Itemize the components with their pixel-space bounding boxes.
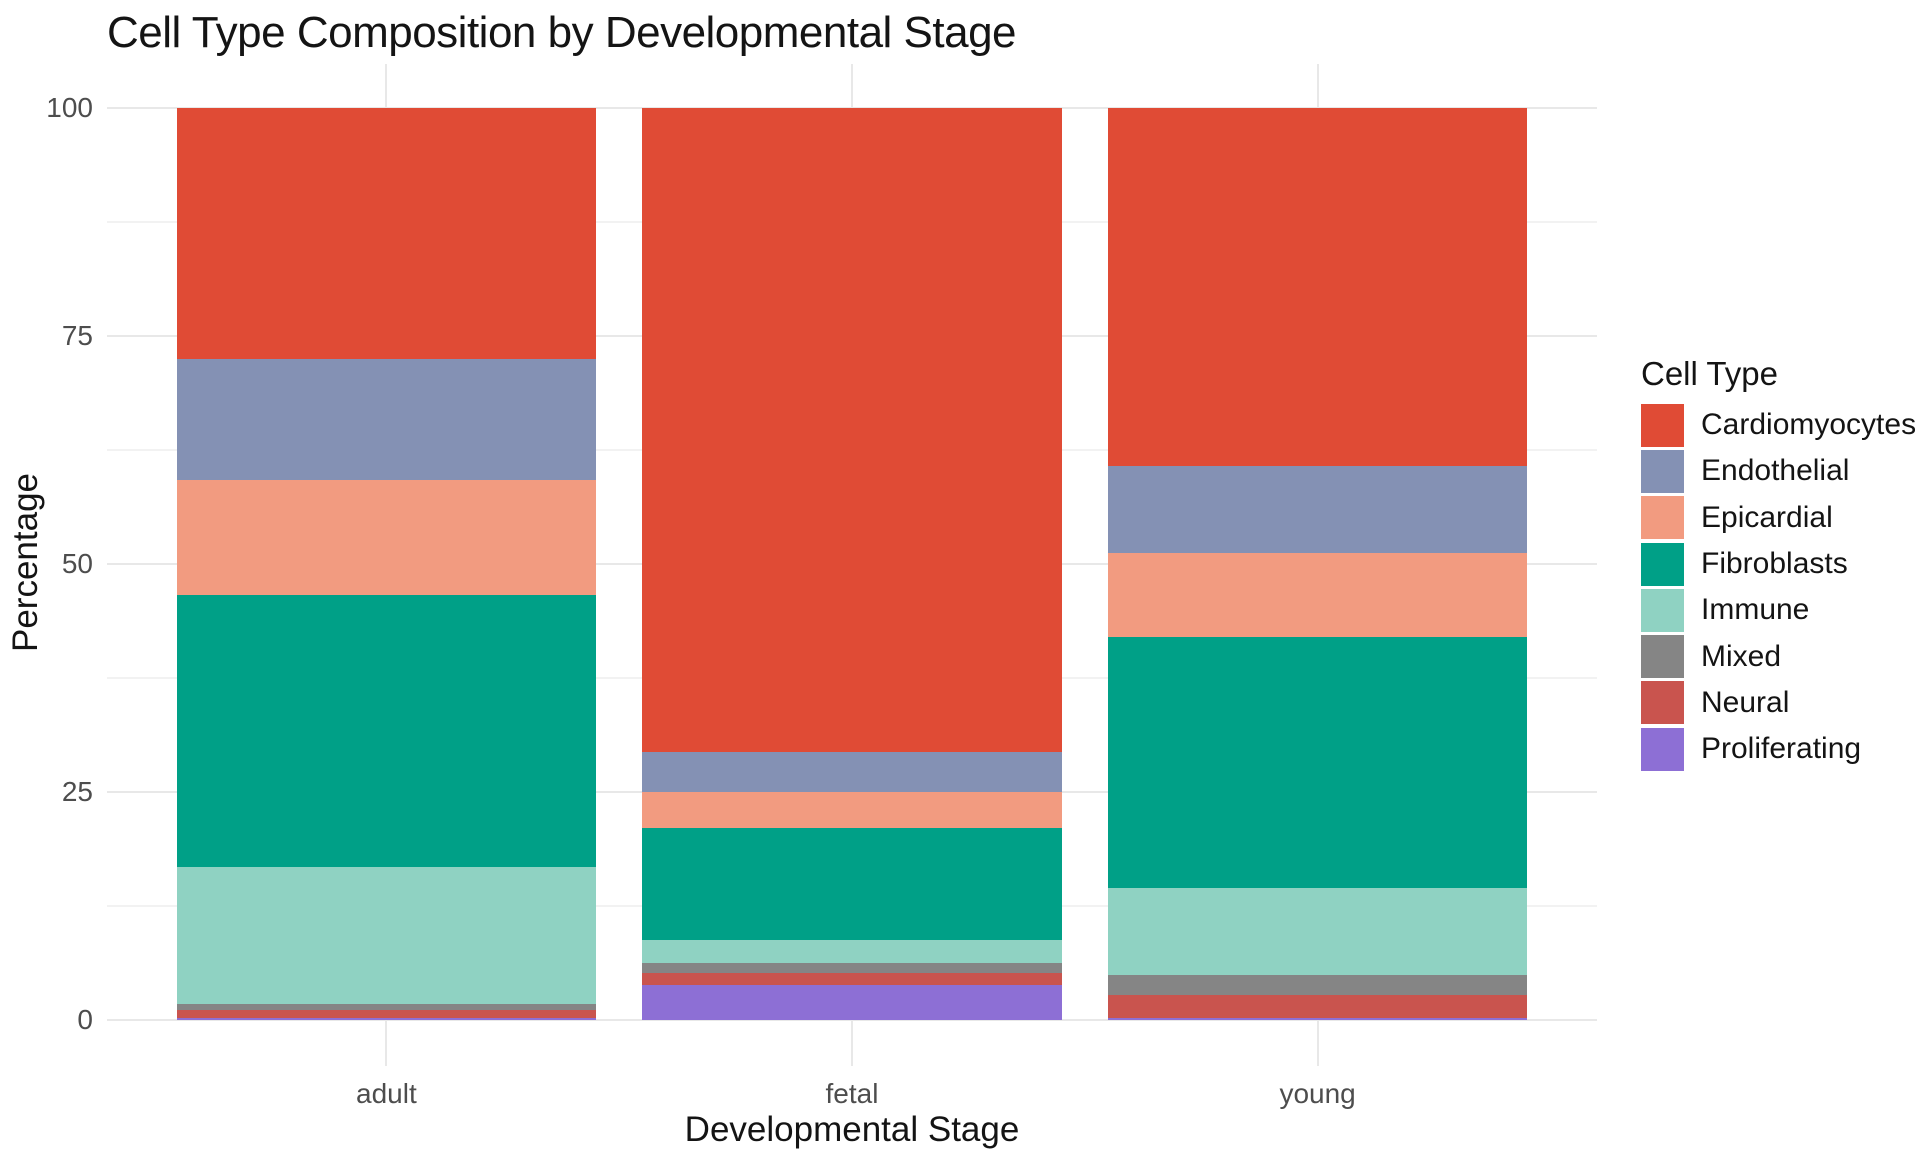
bar-fetal-epicardial [642,792,1062,829]
bar-adult-cardiomyocytes [176,108,596,359]
legend-entry-mixed: Mixed [1641,633,1917,679]
bar-adult-fibroblasts [176,595,596,867]
legend-label-proliferating: Proliferating [1701,732,1862,766]
bar-fetal-mixed [642,962,1062,974]
bar-adult-proliferating [176,1018,596,1020]
bar-fetal-fibroblasts [642,828,1062,940]
bar-fetal-immune [642,939,1062,963]
bar-adult-epicardial [176,480,596,595]
x-tick-label-adult: adult [356,1078,417,1109]
y-tick-label-0: 0 [77,1004,93,1035]
bar-young-endothelial [1108,466,1528,554]
bar-adult-mixed [176,1003,596,1010]
legend-label-fibroblasts: Fibroblasts [1701,547,1848,581]
legend: Cell Type Cardiomyocytes Endothelial Epica… [1641,354,1917,772]
bar-young-neural [1108,995,1528,1019]
legend-entry-epicardial: Epicardial [1641,495,1917,541]
legend-swatch-immune [1641,588,1684,632]
legend-entry-cardiomyocytes: Cardiomyocytes [1641,402,1917,448]
bar-young-fibroblasts [1108,636,1528,888]
legend-entry-endothelial: Endothelial [1641,448,1917,494]
legend-entry-fibroblasts: Fibroblasts [1641,541,1917,587]
bar-fetal-neural [642,973,1062,986]
x-axis-title: Developmental Stage [684,1110,1020,1149]
legend-swatch-proliferating [1641,727,1684,771]
x-tick-label-young: young [1279,1078,1356,1109]
bar-fetal-proliferating [642,985,1062,1020]
legend-entry-immune: Immune [1641,587,1917,633]
bar-young-mixed [1108,975,1528,996]
legend-swatch-neural [1641,681,1684,725]
y-tick-label-25: 25 [61,776,93,807]
legend-label-cardiomyocytes: Cardiomyocytes [1701,408,1917,442]
bar-young-immune [1108,887,1528,976]
bar-fetal-cardiomyocytes [642,108,1062,752]
bar-fetal-endothelial [642,751,1062,792]
legend-label-epicardial: Epicardial [1701,500,1833,534]
bar-adult-immune [176,866,596,1004]
legend-swatch-epicardial [1641,496,1684,540]
legend-title: Cell Type [1641,355,1778,392]
legend-label-neural: Neural [1701,685,1790,719]
legend-label-mixed: Mixed [1701,639,1782,673]
legend-swatch-fibroblasts [1641,542,1684,586]
y-tick-label-100: 100 [46,92,93,123]
legend-label-immune: Immune [1701,593,1810,627]
legend-label-endothelial: Endothelial [1701,454,1850,488]
legend-swatch-cardiomyocytes [1641,403,1684,447]
legend-swatch-endothelial [1641,449,1684,493]
legend-entry-neural: Neural [1641,680,1917,726]
bar-young-epicardial [1108,553,1528,637]
chart-title: Cell Type Composition by Developmental S… [107,8,1017,57]
bar-adult-endothelial [176,358,596,481]
x-tick-label-fetal: fetal [825,1078,879,1109]
bar-young-cardiomyocytes [1108,108,1528,467]
legend-swatch-mixed [1641,635,1684,679]
y-tick-label-50: 50 [61,548,93,579]
bar-young-proliferating [1108,1018,1528,1020]
legend-entry-proliferating: Proliferating [1641,726,1917,772]
legend-entries: Cardiomyocytes Endothelial Epicardial Fibro… [1641,402,1917,772]
y-tick-label-75: 75 [61,320,93,351]
bar-adult-neural [176,1009,596,1019]
